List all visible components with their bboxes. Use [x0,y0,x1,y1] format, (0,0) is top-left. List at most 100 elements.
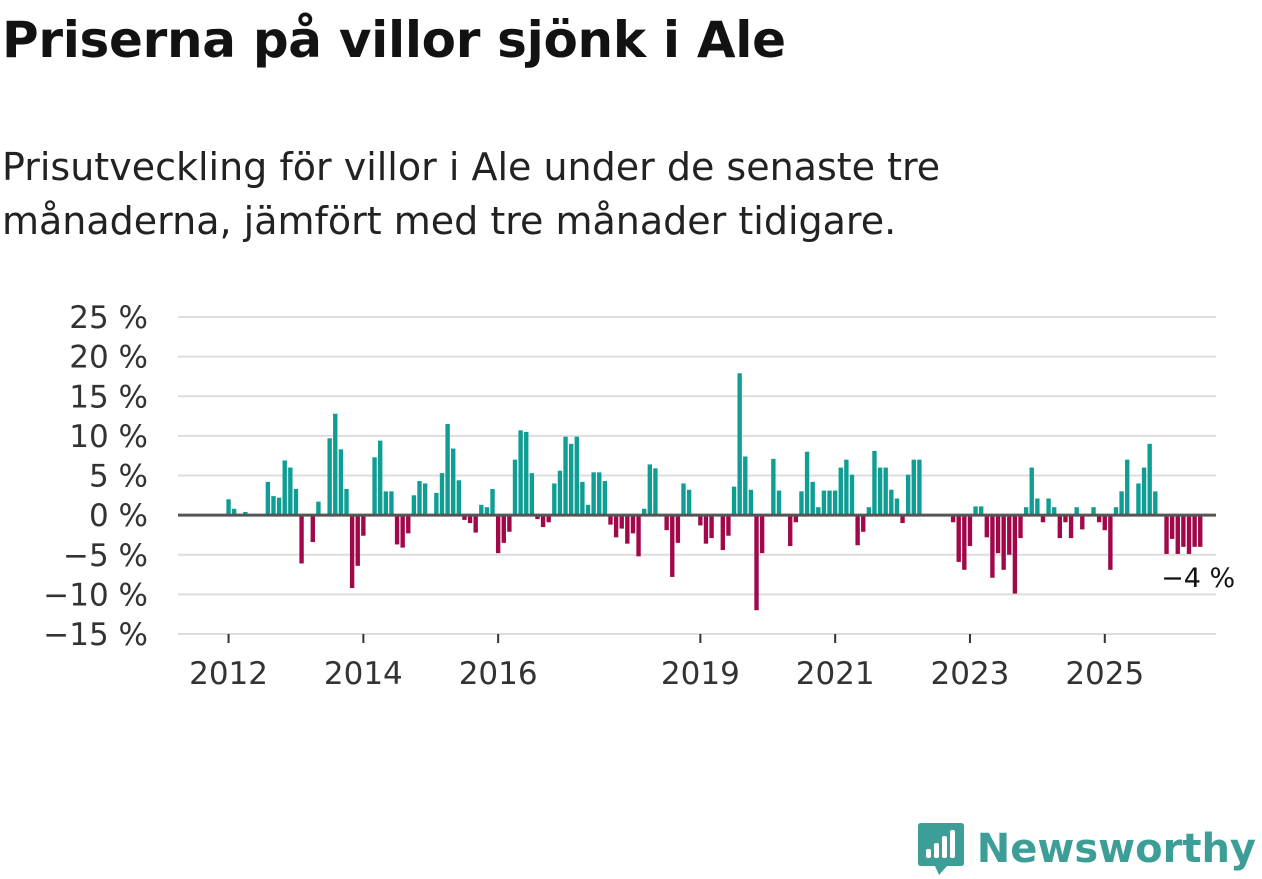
bar [1113,507,1119,516]
bar [990,515,995,578]
bar [1052,507,1057,516]
bar [995,515,1001,554]
bar [226,499,231,516]
bar [288,467,293,516]
bar [417,481,422,516]
y-tick-label: −10 % [43,577,148,613]
bar [1175,515,1180,554]
bar [349,515,355,589]
bar [625,515,630,544]
x-tick-label: 2021 [796,656,875,692]
bar [310,515,315,543]
y-tick-label: −5 % [63,538,148,574]
bar [619,515,624,529]
bar [608,515,613,525]
bar [411,495,417,516]
chart-subtitle: Prisutveckling för villor i Ale under de… [2,145,941,243]
bar [905,474,911,516]
bar [1198,515,1203,547]
bar [1012,515,1018,594]
bar [670,515,675,577]
bar [686,489,692,516]
bar [434,492,439,516]
bar [1119,491,1124,516]
bar [821,490,827,516]
bar [743,456,748,516]
bar [597,472,602,516]
bar [1046,498,1051,516]
bar [535,515,540,520]
bar [501,515,506,543]
bar [1040,515,1046,523]
bar [709,515,714,539]
bar [1018,515,1023,539]
bar [759,515,765,554]
bar [406,515,411,534]
y-tick-label: −15 % [43,617,148,653]
bar [698,515,703,526]
bar [479,504,484,516]
newsworthy-logo: Newsworthy [917,821,1256,877]
y-tick-label: 15 % [69,379,148,415]
bar [771,458,776,516]
bar [911,459,916,516]
bar [1091,507,1096,516]
bar [400,515,405,548]
bar [827,490,832,516]
bar [439,473,445,516]
bar [557,470,563,516]
bar [816,507,821,516]
last-value-label: −4 % [1161,563,1235,594]
bar [484,507,490,516]
x-tick-label: 2019 [661,656,740,692]
bar [473,515,478,533]
bar [978,506,984,516]
bar [344,488,349,516]
bar [383,491,389,516]
bar [1136,483,1141,516]
bar [1141,467,1147,516]
bar [731,486,737,516]
bar [422,483,428,516]
bar [546,515,551,523]
bar [327,438,332,516]
bar [231,508,237,516]
x-tick-label: 2025 [1065,656,1144,692]
bar [524,431,529,516]
y-tick-label: 25 % [69,300,148,336]
bar [316,501,321,516]
bar [900,515,905,524]
bar [1029,467,1034,516]
bar [681,483,686,516]
bar [271,496,276,516]
bar [861,515,866,532]
bar [1068,515,1074,539]
bar [1063,515,1068,523]
bar [389,491,394,516]
bar [490,488,495,516]
y-tick-label: 0 % [89,498,148,534]
bar [1007,515,1012,555]
bar [591,472,596,516]
bar [1169,515,1175,539]
bar [799,491,804,516]
bar-chart: 25 % 20 %15 % 10 % 5 %0 % −5 %−10 % −15 % 201… [43,300,1235,692]
bar [1147,443,1152,516]
bar [849,474,855,516]
bar [552,483,557,516]
bar [894,498,900,516]
bar [844,459,849,516]
bar [754,515,759,611]
chart-title: Priserna på villor sjönk i Ale [2,11,786,69]
bar [973,506,978,516]
bar [338,449,344,516]
bar [1181,515,1186,547]
bar [361,515,366,536]
bar [726,515,731,536]
bar [647,464,652,516]
newsworthy-logo-icon [917,823,964,875]
bar [568,443,574,516]
bar [1125,459,1130,516]
bar [748,489,754,516]
bar [1164,515,1169,554]
